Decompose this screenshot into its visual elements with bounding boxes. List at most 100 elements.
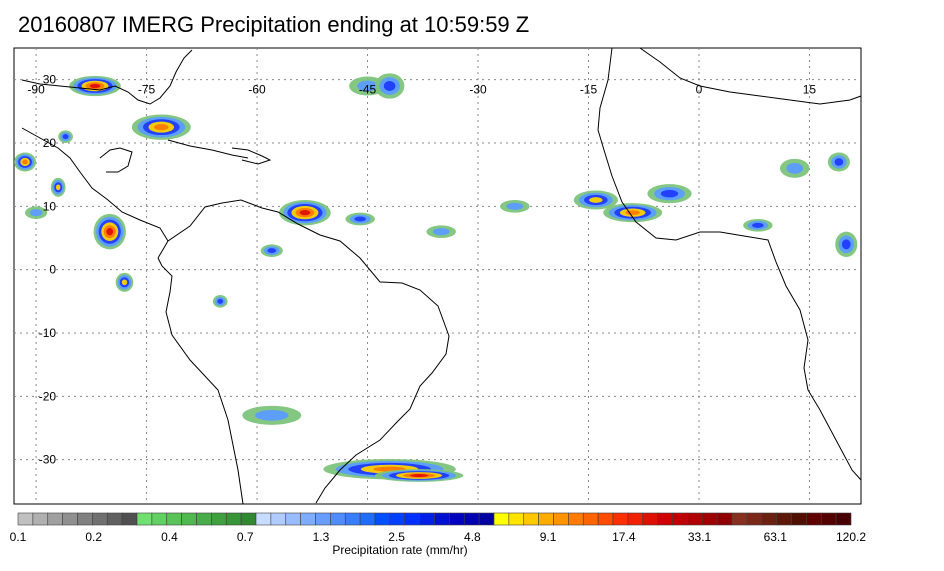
colorbar-label: 33.1 — [687, 530, 712, 544]
lat-tick-label: -20 — [39, 389, 57, 403]
colorbar-swatch — [166, 512, 182, 526]
colorbar-swatch — [404, 512, 420, 526]
precip-cell — [217, 298, 224, 304]
colorbar-swatch — [344, 512, 361, 526]
colorbar-swatch — [687, 512, 703, 526]
lat-tick-label: -10 — [39, 326, 57, 340]
colorbar-swatch — [731, 512, 748, 526]
colorbar-swatch — [463, 512, 480, 526]
lat-tick-label: 10 — [43, 199, 57, 213]
colorbar-swatch — [716, 512, 733, 526]
colorbar-swatch — [77, 512, 93, 526]
colorbar-swatch — [315, 512, 331, 526]
colorbar-swatch — [136, 512, 153, 526]
lat-tick-label: 0 — [49, 263, 56, 277]
colorbar-title: Precipitation rate (mm/hr) — [332, 543, 468, 557]
colorbar-label: 0.7 — [236, 530, 254, 544]
map-title: 20160807 IMERG Precipitation ending at 1… — [18, 12, 530, 37]
colorbar-swatch — [612, 512, 629, 526]
colorbar-swatch — [806, 512, 822, 526]
colorbar-swatch — [761, 512, 777, 526]
precip-cell — [786, 162, 804, 174]
colorbar-swatch — [508, 512, 525, 526]
colorbar-swatch — [746, 512, 763, 526]
precip-cell — [752, 222, 764, 228]
colorbar-swatch — [597, 512, 614, 526]
colorbar-swatch — [538, 512, 554, 526]
colorbar-label: 9.1 — [539, 530, 557, 544]
colorbar-swatch — [582, 512, 599, 526]
lon-tick-label: -45 — [359, 83, 377, 97]
south-america-coastline — [157, 199, 450, 505]
colorbar-swatch — [434, 512, 450, 526]
precip-cell — [22, 159, 28, 165]
lon-tick-label: -15 — [580, 83, 598, 97]
colorbar-label: 4.8 — [464, 530, 481, 544]
colorbar-swatch — [419, 512, 435, 526]
colorbar-label: 2.5 — [388, 530, 405, 544]
precip-cell — [354, 216, 366, 222]
colorbar-swatch — [47, 512, 63, 526]
coastlines — [21, 47, 862, 505]
colorbar-swatch — [523, 512, 539, 526]
precip-cell — [121, 279, 128, 286]
lat-tick-label: 20 — [43, 136, 57, 150]
colorbar-swatch — [657, 512, 673, 526]
precip-cell — [506, 202, 524, 210]
africa-north-coastline — [639, 47, 862, 105]
colorbar-label: 17.4 — [612, 530, 636, 544]
colorbar-swatch — [225, 512, 242, 526]
precip-cell — [660, 189, 679, 198]
colorbar-swatches — [17, 512, 852, 526]
colorbar-swatch — [121, 512, 138, 526]
yucatan-coastline — [99, 147, 133, 173]
lat-tick-label: -30 — [39, 453, 57, 467]
colorbar-label: 0.4 — [161, 530, 178, 544]
colorbar-swatch — [181, 512, 197, 526]
colorbar-swatch — [285, 512, 301, 526]
graticule — [14, 48, 861, 504]
lon-tick-label: -75 — [138, 83, 156, 97]
precip-cell — [106, 228, 114, 236]
lon-tick-label: -90 — [27, 83, 45, 97]
precip-cell — [589, 197, 603, 203]
precip-cell — [29, 209, 43, 217]
colorbar-label: 0.2 — [85, 530, 103, 544]
colorbar-swatch — [240, 512, 257, 526]
colorbar-swatch — [672, 512, 688, 526]
colorbar-swatch — [32, 512, 49, 526]
precip-cell — [89, 83, 101, 89]
colorbar-swatch — [255, 512, 272, 526]
colorbar-swatch — [106, 512, 123, 526]
precip-cell — [255, 409, 289, 421]
colorbar-swatch — [493, 512, 510, 526]
colorbar-swatch — [791, 512, 807, 526]
precip-cell — [432, 228, 450, 236]
colorbar-label: 120.2 — [835, 530, 867, 544]
axis-labels: -90 -75 -60 -45 -30 -15 0 15 30 20 10 0 -10 -20 -30 — [27, 73, 816, 467]
precipitation-layer — [14, 73, 858, 482]
colorbar-swatch — [211, 512, 227, 526]
colorbar-swatch — [196, 512, 212, 526]
precip-cell — [357, 80, 378, 92]
lon-tick-label: 0 — [696, 83, 703, 97]
colorbar-swatch — [478, 512, 495, 526]
precip-cell — [409, 474, 429, 477]
colorbar-label: 63.1 — [763, 530, 787, 544]
precip-cell — [62, 134, 69, 140]
colorbar-swatch — [553, 512, 569, 526]
colorbar-swatch — [701, 512, 718, 526]
colorbar-swatch — [359, 512, 376, 526]
colorbar-label: 0.1 — [9, 530, 27, 544]
gulf-coast-coastline — [21, 49, 193, 105]
colorbar-swatch — [330, 512, 346, 526]
lon-tick-label: -30 — [469, 83, 487, 97]
colorbar-swatch — [151, 512, 168, 526]
colorbar-swatch — [642, 512, 658, 526]
lon-tick-label: 15 — [803, 83, 817, 97]
colorbar-swatch — [568, 512, 584, 526]
colorbar-swatch — [835, 512, 852, 526]
colorbar-swatch — [776, 512, 792, 526]
